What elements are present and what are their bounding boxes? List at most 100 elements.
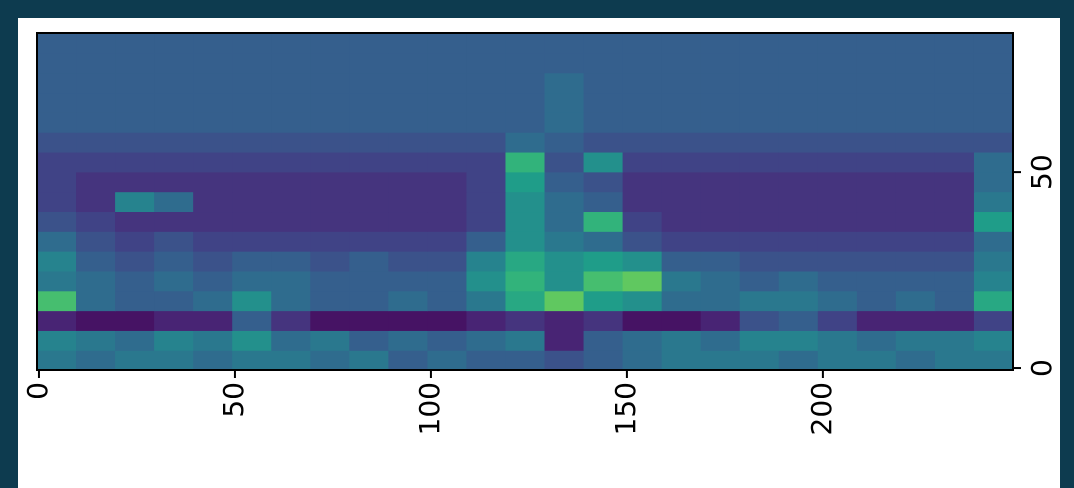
heat-cell xyxy=(427,330,467,350)
heat-cell xyxy=(505,271,545,291)
heat-cell xyxy=(623,53,663,73)
heat-cell xyxy=(427,152,467,172)
heat-cell xyxy=(818,311,858,331)
heat-cell xyxy=(154,33,194,53)
heat-cell xyxy=(115,92,155,112)
heat-cell xyxy=(271,132,311,152)
heat-cell xyxy=(232,33,272,53)
heat-cell xyxy=(76,73,116,93)
heat-cell xyxy=(388,112,428,132)
heat-cell xyxy=(896,291,936,311)
heat-cell xyxy=(857,311,897,331)
heat-cell xyxy=(740,132,780,152)
heat-cell xyxy=(388,192,428,212)
heat-cell xyxy=(740,211,780,231)
heat-cell xyxy=(271,311,311,331)
heat-cell xyxy=(310,311,350,331)
heat-cell xyxy=(271,92,311,112)
y-tick-label: 0 xyxy=(1025,359,1058,377)
heat-cell xyxy=(310,53,350,73)
heat-cell xyxy=(310,112,350,132)
heat-cell xyxy=(193,330,233,350)
heat-cell xyxy=(271,172,311,192)
heat-cell xyxy=(584,92,624,112)
heat-cell xyxy=(466,211,506,231)
heat-cell xyxy=(466,231,506,251)
heat-cell xyxy=(662,192,702,212)
heat-cell xyxy=(427,172,467,192)
heat-cell xyxy=(193,271,233,291)
heat-cell xyxy=(896,211,936,231)
heat-cell xyxy=(623,291,663,311)
heat-cell xyxy=(974,271,1014,291)
heat-cell xyxy=(466,73,506,93)
heat-cell xyxy=(857,172,897,192)
heat-cell xyxy=(349,251,389,271)
x-tick-label: 50 xyxy=(217,382,250,418)
heat-cell xyxy=(974,53,1014,73)
heat-cell xyxy=(310,192,350,212)
heat-cell xyxy=(974,192,1014,212)
heat-cell xyxy=(662,92,702,112)
heat-cell xyxy=(115,192,155,212)
heat-cell xyxy=(662,73,702,93)
heat-cell xyxy=(662,33,702,53)
heat-cell xyxy=(584,112,624,132)
heat-cell xyxy=(584,211,624,231)
heat-cell xyxy=(76,92,116,112)
heat-cell xyxy=(935,73,975,93)
heat-cell xyxy=(466,112,506,132)
heat-cell xyxy=(115,53,155,73)
heat-cell xyxy=(76,311,116,331)
heat-cell xyxy=(623,271,663,291)
heat-cell xyxy=(232,251,272,271)
heat-cell xyxy=(115,291,155,311)
heat-cell xyxy=(545,73,585,93)
heat-cell xyxy=(115,132,155,152)
heat-cell xyxy=(545,132,585,152)
heat-cell xyxy=(388,231,428,251)
heat-cell xyxy=(505,92,545,112)
heat-cell xyxy=(505,192,545,212)
heat-cell xyxy=(935,53,975,73)
heat-cell xyxy=(427,291,467,311)
heat-cell xyxy=(193,172,233,192)
heat-cell xyxy=(896,132,936,152)
heat-cell xyxy=(662,291,702,311)
heat-cell xyxy=(154,92,194,112)
heat-cell xyxy=(427,92,467,112)
heat-cell xyxy=(37,311,77,331)
heat-cell xyxy=(701,92,741,112)
heat-cell xyxy=(896,192,936,212)
heat-cell xyxy=(935,132,975,152)
heat-cell xyxy=(896,350,936,370)
heat-cell xyxy=(505,350,545,370)
heat-cell xyxy=(388,92,428,112)
heat-cell xyxy=(779,73,819,93)
heat-cell xyxy=(427,73,467,93)
heat-cell xyxy=(701,231,741,251)
heat-cell xyxy=(584,311,624,331)
heat-cell xyxy=(466,311,506,331)
heat-cell xyxy=(740,330,780,350)
heat-cell xyxy=(505,211,545,231)
heat-cell xyxy=(154,291,194,311)
heat-cell xyxy=(310,231,350,251)
heat-cell xyxy=(701,112,741,132)
heat-cell xyxy=(779,152,819,172)
heat-cell xyxy=(818,291,858,311)
heat-cell xyxy=(857,73,897,93)
heat-cell xyxy=(193,92,233,112)
heat-cell xyxy=(154,192,194,212)
heat-cell xyxy=(388,211,428,231)
heat-cell xyxy=(545,271,585,291)
heat-cell xyxy=(740,172,780,192)
heat-cell xyxy=(818,172,858,192)
heat-cell xyxy=(974,330,1014,350)
heat-cell xyxy=(232,192,272,212)
heat-cell xyxy=(545,192,585,212)
heat-cell xyxy=(193,132,233,152)
heat-cell xyxy=(584,172,624,192)
heat-cell xyxy=(505,251,545,271)
y-tick-label: 50 xyxy=(1025,154,1058,190)
